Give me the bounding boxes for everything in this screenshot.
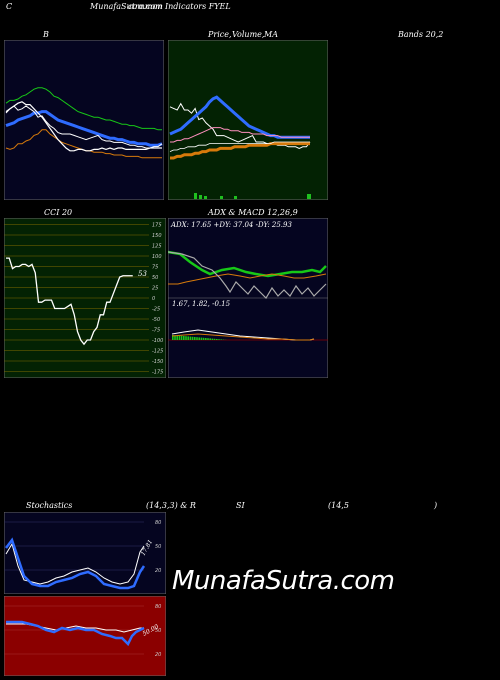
rsi-params: (14,5 bbox=[328, 501, 349, 510]
adx-line bbox=[168, 251, 327, 299]
rsi-bg bbox=[4, 596, 166, 676]
cci-tick-label: 125 bbox=[152, 244, 162, 250]
macd-histogram-bar bbox=[194, 337, 196, 340]
volume-title: Volume, bbox=[232, 30, 265, 39]
bollinger-bg bbox=[4, 40, 164, 200]
macd-histogram-bar bbox=[174, 335, 176, 340]
stoch-tick-20: 20 bbox=[155, 568, 161, 574]
macd-signal-line bbox=[171, 333, 315, 341]
bands-title: Bands 20,2 bbox=[398, 30, 444, 39]
cci-tick-label: 0 bbox=[152, 296, 155, 302]
ma-mid-line bbox=[170, 127, 310, 143]
stoch-params: (14,3,3) & R bbox=[146, 501, 196, 510]
cci-tick-label: 100 bbox=[152, 254, 162, 260]
macd-histogram-bar bbox=[198, 337, 200, 340]
ma-slow-line bbox=[170, 142, 310, 160]
macd-histogram-bar bbox=[218, 339, 220, 340]
bb-upper-band bbox=[5, 87, 162, 131]
rsi-tick-80: 80 bbox=[155, 604, 161, 610]
adx-title: ADX & MACD 12,26,9 bbox=[208, 208, 298, 217]
macd-histogram-bar bbox=[180, 335, 183, 340]
price-title: Price, bbox=[208, 30, 232, 39]
macd-histogram-bar bbox=[213, 338, 216, 340]
rsi-tick-20: 20 bbox=[155, 652, 161, 658]
cci-line bbox=[6, 257, 133, 346]
macd-histogram-bar bbox=[196, 337, 198, 340]
macd-histogram-bar bbox=[205, 338, 207, 340]
adx-plus-di-line bbox=[168, 250, 327, 278]
cci-tick-label: -125 bbox=[152, 349, 163, 355]
cci-tick-label: 75 bbox=[152, 265, 158, 271]
cci-tick-label: 175 bbox=[152, 223, 162, 229]
rsi-close: ) bbox=[434, 501, 438, 510]
macd-histogram-bar bbox=[202, 337, 205, 340]
cci-tick-label: 25 bbox=[152, 286, 158, 292]
cci-tick-label: -150 bbox=[152, 359, 163, 365]
watermark: MunafaSutra.com bbox=[172, 566, 395, 596]
header-subtitle: common Indicators FYEL bbox=[128, 2, 231, 11]
cci-chart: 175 150 125 100 75 50 25 0 -25 -50 -75 -100 -125 -150… bbox=[4, 218, 166, 378]
macd-histogram-bar bbox=[191, 336, 194, 340]
volume-bars bbox=[194, 193, 311, 199]
macd-histogram-bar bbox=[187, 336, 189, 340]
macd-histogram-bar bbox=[185, 336, 187, 340]
macd-histogram-bar bbox=[200, 337, 203, 340]
macd-histogram-bar bbox=[172, 335, 174, 340]
cci-tick-label: 50 bbox=[152, 275, 158, 281]
macd-histogram-bar bbox=[178, 335, 181, 340]
bb-ma-line bbox=[5, 101, 162, 152]
stoch-tick-80: 80 bbox=[155, 520, 161, 526]
ma-title: MA bbox=[264, 30, 278, 39]
price-bg bbox=[168, 40, 328, 200]
stochastics-chart: 80 50 20 17.81 bbox=[4, 512, 166, 594]
bb-middle-band bbox=[5, 110, 163, 147]
cci-value-label: 53 bbox=[138, 270, 147, 278]
cci-tick-label: -100 bbox=[152, 338, 163, 344]
cci-tick-label: -50 bbox=[152, 317, 160, 323]
macd-histogram-bar bbox=[220, 339, 222, 340]
header-title: MunafaSutra.com bbox=[90, 2, 163, 11]
cci-tick-label: -75 bbox=[152, 328, 160, 334]
stoch-bg bbox=[4, 512, 166, 594]
rsi-line bbox=[6, 620, 145, 647]
cci-tick-label: -175 bbox=[152, 370, 163, 376]
stoch-d-line bbox=[5, 542, 145, 585]
bollinger-chart bbox=[4, 40, 164, 200]
bb-title: B bbox=[43, 30, 49, 39]
adx-minus-di-line bbox=[168, 273, 327, 285]
macd-histogram bbox=[172, 335, 227, 340]
macd-histogram-bar bbox=[216, 339, 218, 340]
macd-histogram-bar bbox=[176, 335, 178, 340]
bb-price-line bbox=[5, 105, 163, 149]
stoch-tick-50: 50 bbox=[155, 544, 161, 550]
macd-histogram-bar bbox=[207, 338, 209, 340]
rsi-tick-50: 50 bbox=[155, 628, 161, 634]
adx-readout: ADX: 17.65 +DY: 37.04 -DY: 25.93 bbox=[170, 221, 292, 229]
macd-readout: 1.67, 1.82, -0.15 bbox=[172, 300, 231, 308]
price-line bbox=[169, 102, 311, 149]
cci-title: CCI 20 bbox=[44, 208, 73, 217]
macd-histogram-bar bbox=[209, 338, 211, 340]
cci-tick-label: -25 bbox=[152, 307, 160, 313]
rsi-title: SI bbox=[236, 501, 245, 510]
price-ma-chart bbox=[168, 40, 328, 200]
ma-long-line bbox=[169, 141, 310, 152]
header-left: C bbox=[6, 2, 13, 11]
macd-histogram-bar bbox=[183, 336, 185, 340]
adx-macd-chart: ADX: 17.65 +DY: 37.04 -DY: 25.93 1.67, 1… bbox=[168, 218, 328, 378]
stoch-k-line bbox=[5, 537, 146, 590]
macd-histogram-bar bbox=[211, 338, 214, 340]
cci-tick-label: 150 bbox=[152, 233, 162, 239]
macd-histogram-bar bbox=[189, 336, 192, 340]
stoch-title: Stochastics bbox=[26, 501, 73, 510]
rsi-chart: 80 50 20 50.00 bbox=[4, 596, 166, 676]
